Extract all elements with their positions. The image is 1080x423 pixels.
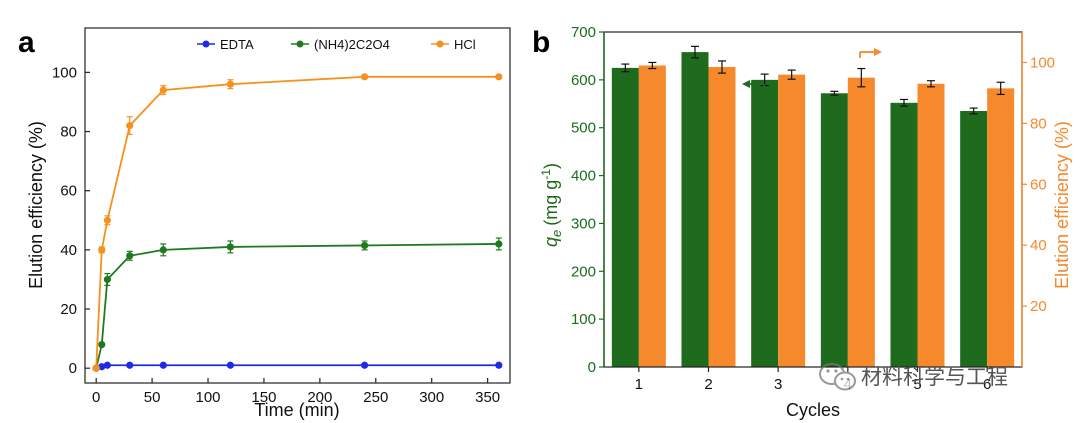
right-y-tick-label: 20 [1030, 298, 1047, 315]
data-point [361, 73, 369, 81]
y-tick-label: 20 [60, 301, 77, 318]
x-tick-label: 250 [363, 389, 388, 406]
panel-a-plot-frame [84, 27, 511, 384]
data-point [126, 122, 134, 130]
data-point [98, 363, 106, 371]
data-point [103, 361, 111, 369]
data-point [98, 246, 106, 254]
bar-qe-cycle-6 [960, 110, 988, 367]
legend-marker-hcl [436, 40, 444, 48]
x-tick-label: 300 [419, 389, 444, 406]
bar-elution-cycle-6 [987, 88, 1015, 367]
data-point [103, 216, 111, 224]
bar-elution-cycle-4 [847, 77, 875, 367]
x-tick-label: 50 [144, 389, 161, 406]
x-tick-label: 6 [983, 376, 991, 393]
panel-a-series [92, 73, 503, 372]
data-point [226, 80, 234, 88]
data-point [126, 252, 134, 260]
data-point [159, 86, 167, 94]
wechat-icon [819, 363, 856, 391]
x-tick-label: 0 [92, 389, 100, 406]
left-y-tick-label: 200 [571, 263, 596, 280]
panel-a-legend: EDTA (NH4)2C2O4 HCl [197, 37, 476, 52]
panel-a-x-axis-label: Time (min) [254, 400, 339, 420]
right-axis-arrow [859, 48, 882, 58]
data-point [159, 246, 167, 254]
x-tick-label: 150 [251, 389, 276, 406]
left-y-tick-label: 600 [571, 72, 596, 89]
series-line-2 [95, 75, 499, 369]
series-line-0 [95, 364, 499, 370]
right-y-tick-label: 40 [1030, 237, 1047, 254]
data-point [126, 361, 134, 369]
bar-qe-cycle-1 [611, 67, 639, 368]
data-point [226, 243, 234, 251]
left-y-tick-label: 100 [571, 311, 596, 328]
data-point [159, 361, 167, 369]
bar-qe-cycle-3 [751, 79, 779, 367]
bar-qe-cycle-4 [820, 93, 848, 367]
left-y-tick-label: 700 [571, 24, 596, 41]
x-tick-label: 5 [913, 376, 921, 393]
x-tick-label: 100 [196, 389, 221, 406]
bar-elution-cycle-1 [638, 65, 666, 367]
panel-b-plot-frame [603, 31, 1023, 368]
bar-elution-cycle-5 [917, 83, 945, 367]
left-y-tick-label: 500 [571, 120, 596, 137]
right-y-tick-label: 60 [1030, 176, 1047, 193]
data-point [495, 73, 503, 81]
left-axis-arrow [742, 80, 765, 90]
data-point [361, 241, 369, 250]
y-tick-label: 100 [52, 64, 77, 81]
data-point [92, 364, 100, 372]
legend-marker-oxalate [296, 40, 304, 48]
left-y-tick-label: 300 [571, 215, 596, 232]
bar-qe-cycle-2 [681, 52, 709, 367]
x-tick-label: 200 [307, 389, 332, 406]
data-point [495, 240, 503, 248]
data-point [361, 361, 369, 369]
bar-elution-cycle-2 [708, 67, 736, 367]
panel-b-label: b [532, 26, 550, 59]
data-point [495, 361, 503, 369]
y-tick-label: 60 [60, 183, 77, 200]
right-y-tick-label: 80 [1030, 115, 1047, 132]
x-tick-label: 350 [475, 389, 500, 406]
y-tick-label: 40 [60, 242, 77, 259]
bar-elution-cycle-3 [778, 74, 806, 368]
data-point [98, 340, 106, 349]
watermark: 材料科学与工程 [819, 363, 1008, 391]
panel-b-ticks: 123456010020030040050060070020406080100 [571, 24, 1055, 393]
legend-label-hcl: HCl [454, 37, 476, 52]
left-y-tick-label: 0 [588, 359, 596, 376]
panel-b-left-y-axis-label: qe(mg g-1) [539, 163, 564, 247]
panel-b-x-axis-label: Cycles [786, 400, 840, 420]
panel-a-label: a [18, 26, 35, 59]
x-tick-label: 3 [774, 376, 782, 393]
legend-marker-edta [202, 40, 210, 48]
panel-a-ticks: 0 50 100 150 200 250 300 350 0 20 40 60 80 100 [52, 64, 500, 406]
panel-a-y-axis-label: Elution efficiency (%) [26, 121, 46, 289]
series-line-1 [95, 243, 499, 369]
legend-label-oxalate: (NH4)2C2O4 [314, 37, 390, 52]
right-y-tick-label: 100 [1030, 54, 1055, 71]
x-tick-label: 1 [635, 376, 643, 393]
panel-b-bars [611, 45, 1015, 368]
y-tick-label: 0 [69, 360, 77, 377]
x-tick-label: 2 [704, 376, 712, 393]
bar-qe-cycle-5 [890, 102, 918, 367]
y-tick-label: 80 [60, 124, 77, 141]
watermark-text: 材料科学与工程 [861, 366, 1008, 389]
data-point [226, 361, 234, 369]
panel-b-right-y-axis-label: Elution efficiency (%) [1052, 121, 1072, 289]
legend-label-edta: EDTA [220, 37, 254, 52]
left-y-tick-label: 400 [571, 168, 596, 185]
data-point [103, 275, 111, 284]
panel-a: a 0 50 100 150 200 250 300 350 0 20 40 60 80 100 Time… [18, 26, 511, 420]
panel-b: b 12345601002003004005006007002040608010… [532, 24, 1072, 420]
